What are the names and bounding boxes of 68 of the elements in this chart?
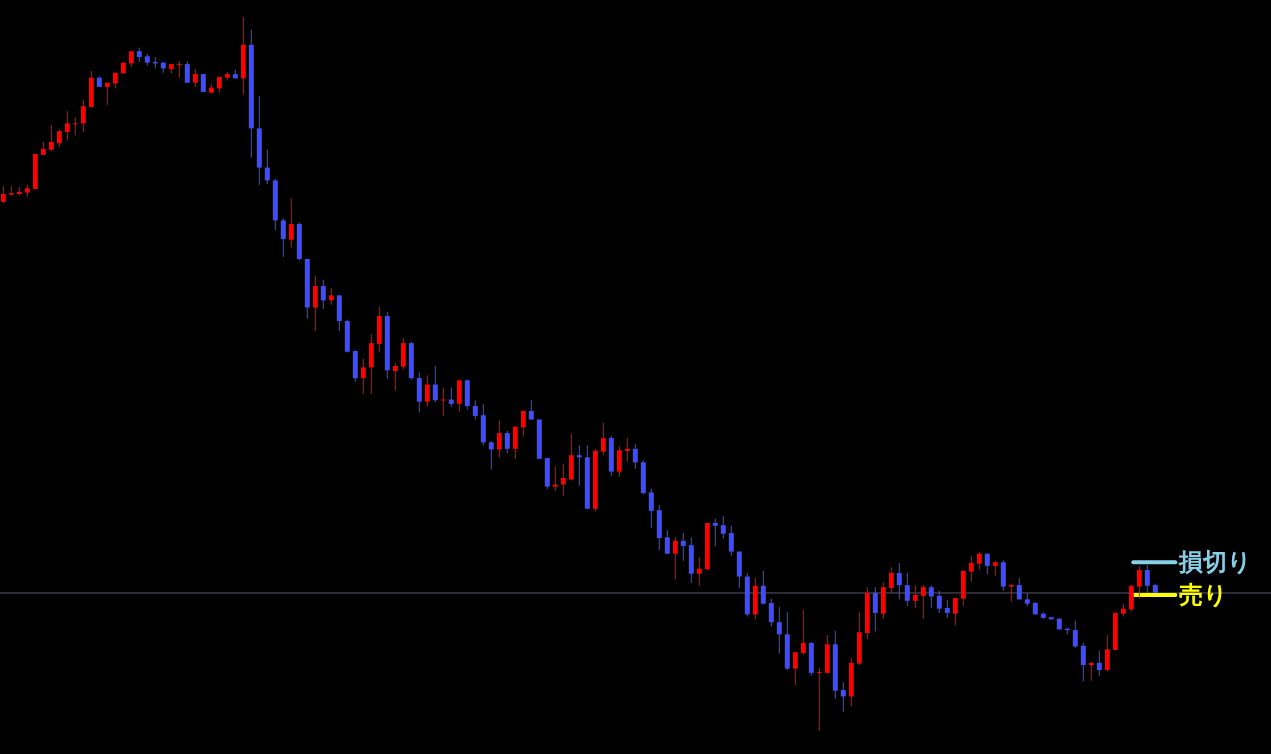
candlestick	[840, 681, 846, 712]
candlestick	[400, 337, 406, 370]
candlestick	[896, 562, 902, 600]
candlestick	[560, 463, 566, 497]
candlestick	[664, 529, 670, 555]
candlestick	[1072, 620, 1078, 649]
candlestick	[80, 99, 86, 133]
candlestick	[520, 410, 526, 438]
candlestick	[1096, 650, 1102, 677]
candlestick	[1144, 564, 1150, 594]
candlestick	[904, 572, 910, 607]
candlestick	[64, 110, 70, 141]
candlestick	[392, 362, 398, 392]
candlestick	[1104, 634, 1110, 672]
candlestick	[528, 399, 534, 421]
candlestick	[440, 387, 446, 417]
candlestick	[728, 525, 734, 557]
candlestick	[416, 371, 422, 413]
ref-line-label: 損切り	[1178, 548, 1253, 577]
candlestick	[288, 197, 294, 249]
candlestick	[576, 444, 582, 487]
candlestick	[792, 651, 798, 686]
candlestick	[312, 275, 318, 332]
candlestick	[648, 488, 654, 529]
candlestick	[496, 419, 502, 458]
candlestick	[672, 536, 678, 580]
candlestick	[768, 598, 774, 627]
candlestick	[448, 386, 454, 408]
candlestick	[872, 586, 878, 632]
candlestick	[928, 584, 934, 609]
candlestick	[488, 440, 494, 470]
candlestick	[512, 426, 518, 460]
candlestick	[176, 60, 182, 79]
candlestick	[432, 365, 438, 403]
candlestick	[472, 399, 478, 421]
ref-line-label: 売り	[1179, 581, 1229, 610]
candlestick	[720, 515, 726, 540]
candlestick	[600, 422, 606, 456]
candlestick	[616, 446, 622, 478]
candlestick	[912, 584, 918, 609]
candlestick	[624, 437, 630, 463]
candlestick	[48, 124, 54, 152]
candlestick	[816, 667, 822, 732]
candlestick	[968, 555, 974, 583]
candlestick	[680, 532, 686, 562]
candlestick	[280, 217, 286, 258]
candlestick	[712, 518, 718, 547]
candlestick	[360, 358, 366, 395]
candlestick	[184, 60, 190, 84]
candlestick	[424, 374, 430, 408]
candlestick	[632, 443, 638, 470]
candlestick	[456, 379, 462, 413]
candlestick	[800, 609, 806, 655]
candlestick	[936, 590, 942, 614]
candlestick	[1088, 661, 1094, 682]
candlestick	[888, 566, 894, 594]
candlestick	[920, 584, 926, 620]
candlestick	[1136, 565, 1142, 600]
candlestick	[1080, 642, 1086, 682]
candlestick	[504, 430, 510, 454]
candlestick	[760, 570, 766, 605]
candlestick	[776, 606, 782, 655]
candlestick	[552, 466, 558, 492]
candlestick	[696, 556, 702, 587]
candlestick	[1128, 584, 1134, 613]
candlestick	[952, 597, 958, 627]
candlestick	[320, 279, 326, 310]
candlestick	[264, 149, 270, 185]
